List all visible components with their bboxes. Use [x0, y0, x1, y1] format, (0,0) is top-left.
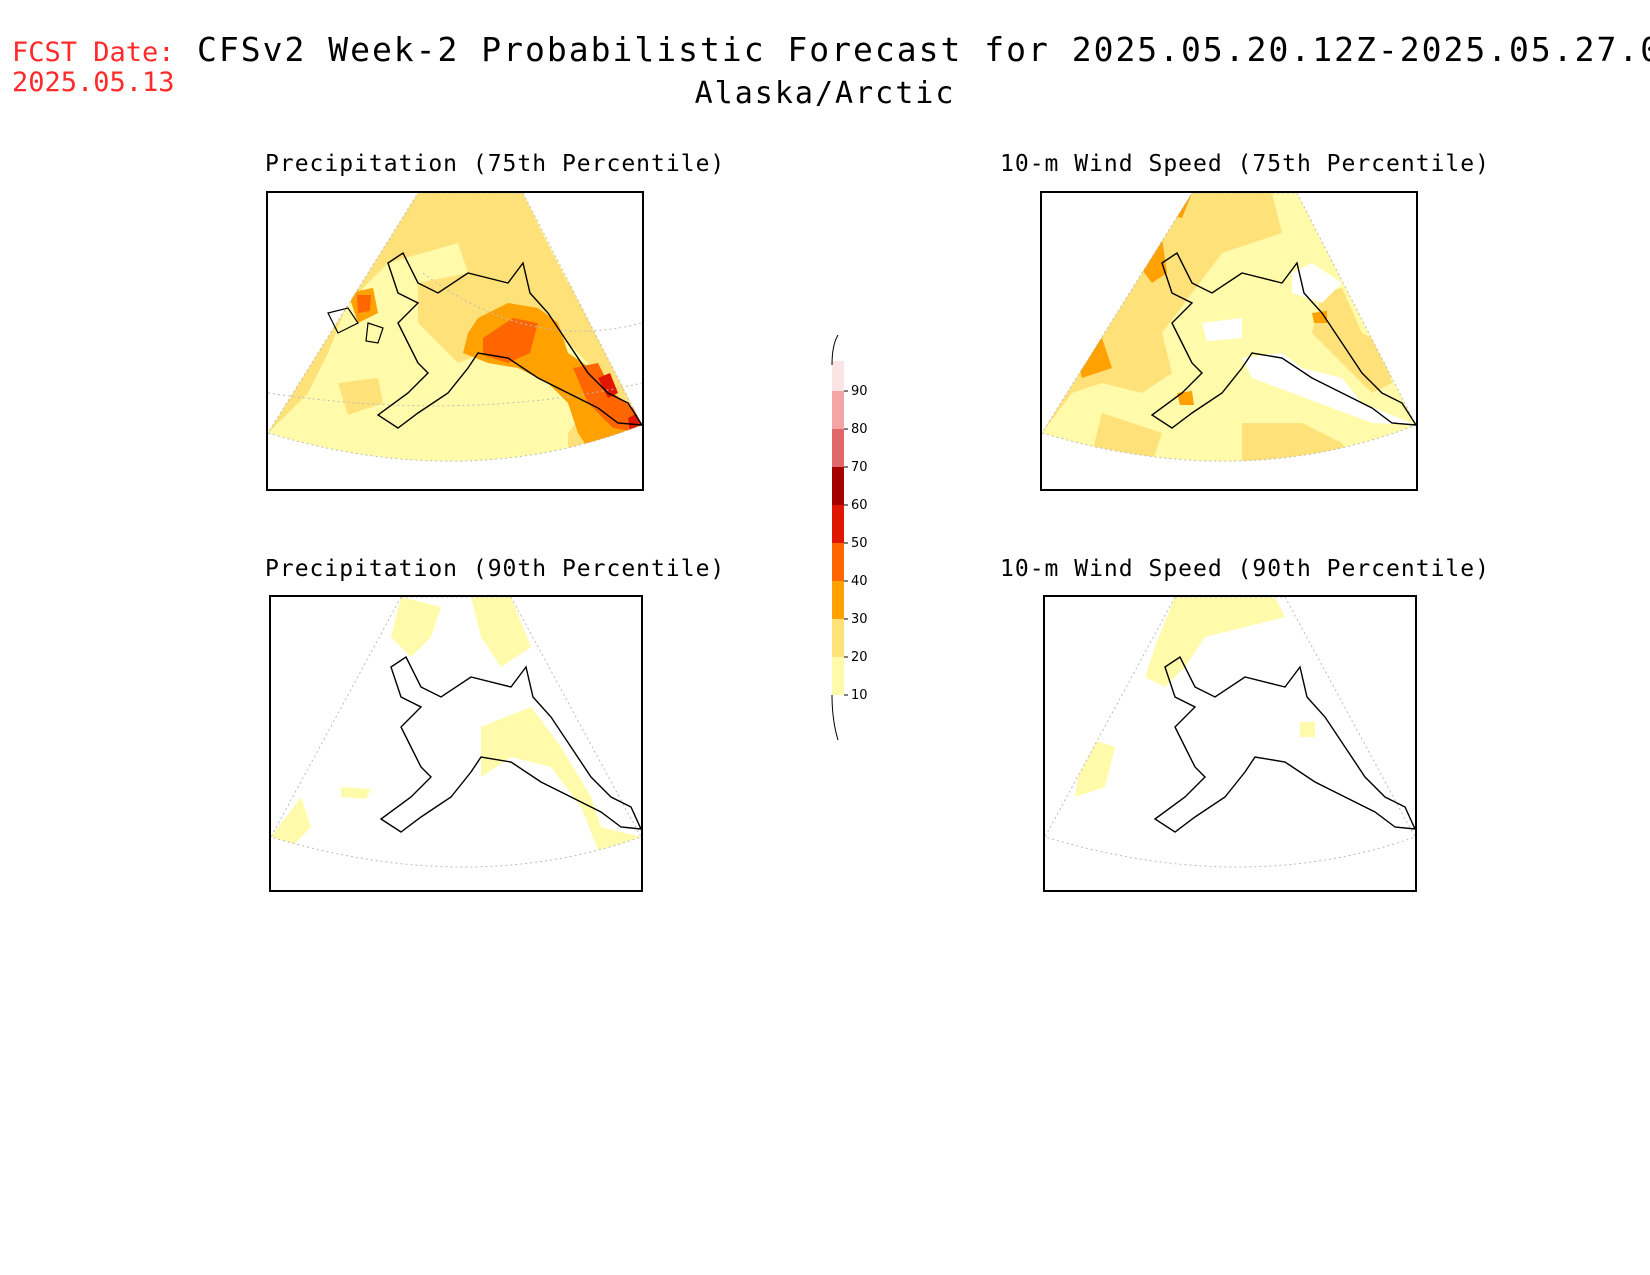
alaska-coastline [1153, 655, 1415, 833]
colorbar: 10 20 30 40 50 60 70 80 90 [831, 335, 868, 741]
colorbar-box [832, 429, 844, 467]
map-precip90 [271, 597, 641, 868]
shade-pale [271, 797, 311, 847]
colorbar-box [832, 391, 844, 429]
colorbar-labels: 10 20 30 40 50 60 70 80 90 [844, 384, 868, 703]
colorbar-label: 30 [851, 612, 868, 627]
colorbar-label: 40 [851, 574, 868, 589]
panel-title-precip90: Precipitation (90th Percentile) [265, 556, 726, 582]
alaska-coastline [1150, 251, 1416, 429]
colorbar-label: 10 [851, 688, 868, 703]
colorbar-ends [831, 335, 839, 741]
graticule [1042, 193, 1416, 462]
graticule [268, 193, 642, 462]
colorbar-label: 50 [851, 536, 868, 551]
map-wind90 [1045, 597, 1415, 868]
alaska-coastline [376, 251, 642, 429]
colorbar-label: 20 [851, 650, 868, 665]
shade-pale [1300, 722, 1315, 737]
shade-none [1202, 318, 1242, 341]
colorbar-box [832, 619, 844, 657]
coastline-islands [327, 307, 384, 344]
colorbar-box [832, 657, 844, 695]
shade-orange [1177, 391, 1194, 405]
shade-pale [481, 707, 641, 857]
shade-pale [391, 597, 441, 657]
map-panel-wind75 [1040, 191, 1418, 491]
colorbar-label: 80 [851, 422, 868, 437]
colorbar-box [832, 361, 844, 391]
map-panel-wind90 [1043, 595, 1417, 892]
alaska-coastline [379, 655, 641, 833]
forecast-date-label: FCST Date: [12, 37, 175, 68]
map-panel-precip90 [269, 595, 643, 892]
shade-light [268, 193, 642, 462]
shade-pale [471, 597, 531, 667]
map-precip75 [268, 193, 642, 462]
shade-light [1042, 193, 1282, 433]
shade-light [338, 378, 383, 415]
panel-title-precip75: Precipitation (75th Percentile) [265, 151, 726, 177]
colorbar-box [832, 543, 844, 581]
shade-dark-orange [573, 363, 642, 433]
colorbar-box [832, 581, 844, 619]
map-wind75 [1042, 193, 1416, 462]
panel-title-wind90: 10-m Wind Speed (90th Percentile) [1000, 556, 1490, 582]
page-title: CFSv2 Week-2 Probabilistic Forecast for … [197, 30, 1650, 69]
shade-light [1312, 288, 1392, 393]
shade-red [598, 373, 618, 398]
map-panel-precip75 [266, 191, 644, 491]
colorbar-label: 60 [851, 498, 868, 513]
shade-none [1242, 353, 1416, 425]
region-subtitle: Alaska/Arctic [694, 76, 956, 111]
panel-title-wind75: 10-m Wind Speed (75th Percentile) [1000, 151, 1490, 177]
colorbar-label: 90 [851, 384, 868, 399]
shade-pale [341, 787, 371, 799]
colorbar-label: 70 [851, 460, 868, 475]
shade-none [271, 597, 641, 867]
forecast-date-block: FCST Date: 2025.05.13 [12, 38, 175, 98]
shade-pale [1145, 597, 1285, 687]
graticule [268, 272, 642, 407]
shade-dark-orange [483, 318, 538, 363]
colorbar-box [832, 467, 844, 505]
colorbar-boxes [832, 361, 844, 695]
colorbar-box [832, 505, 844, 543]
forecast-date-value: 2025.05.13 [12, 67, 175, 98]
shade-dark-orange [357, 295, 371, 313]
